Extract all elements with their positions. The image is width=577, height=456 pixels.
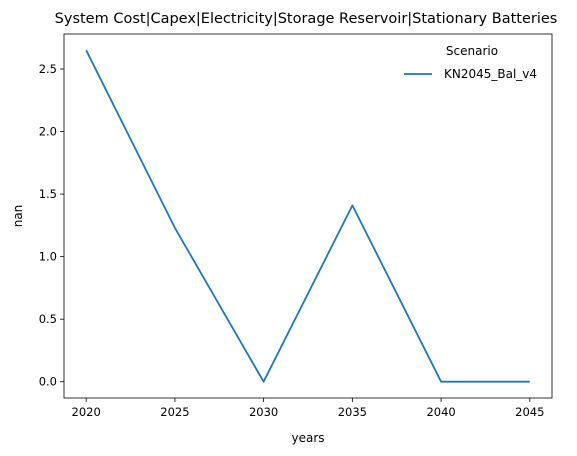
- plot-area: [63, 33, 553, 399]
- y-tick-label: 1.0: [39, 250, 57, 264]
- y-tick-label: 2.0: [39, 125, 57, 139]
- x-tick-label: 2035: [338, 405, 367, 419]
- x-tick-label: 2030: [249, 405, 278, 419]
- legend-label: KN2045_Bal_v4: [444, 67, 537, 81]
- x-tick-label: 2025: [160, 405, 189, 419]
- legend: Scenario KN2045_Bal_v4: [404, 44, 537, 81]
- y-tick-label: 0.0: [39, 375, 57, 389]
- y-axis-label: nan: [11, 205, 25, 228]
- x-tick-label: 2040: [426, 405, 455, 419]
- x-tick-label: 2045: [515, 405, 544, 419]
- y-tick-label: 1.5: [39, 187, 57, 201]
- y-tick-label: 0.5: [39, 312, 57, 326]
- y-tick-label: 2.5: [39, 62, 57, 76]
- x-axis-label: years: [291, 431, 324, 445]
- y-axis: 0.0 0.5 1.0 1.5 2.0 2.5: [39, 62, 64, 389]
- series-layer: [85, 49, 530, 383]
- chart-title: System Cost|Capex|Electricity|Storage Re…: [55, 11, 558, 27]
- x-tick-label: 2020: [72, 405, 101, 419]
- legend-title: Scenario: [446, 44, 498, 58]
- x-axis: 2020 2025 2030 2035 2040 2045: [72, 398, 544, 419]
- series-line: [85, 49, 530, 383]
